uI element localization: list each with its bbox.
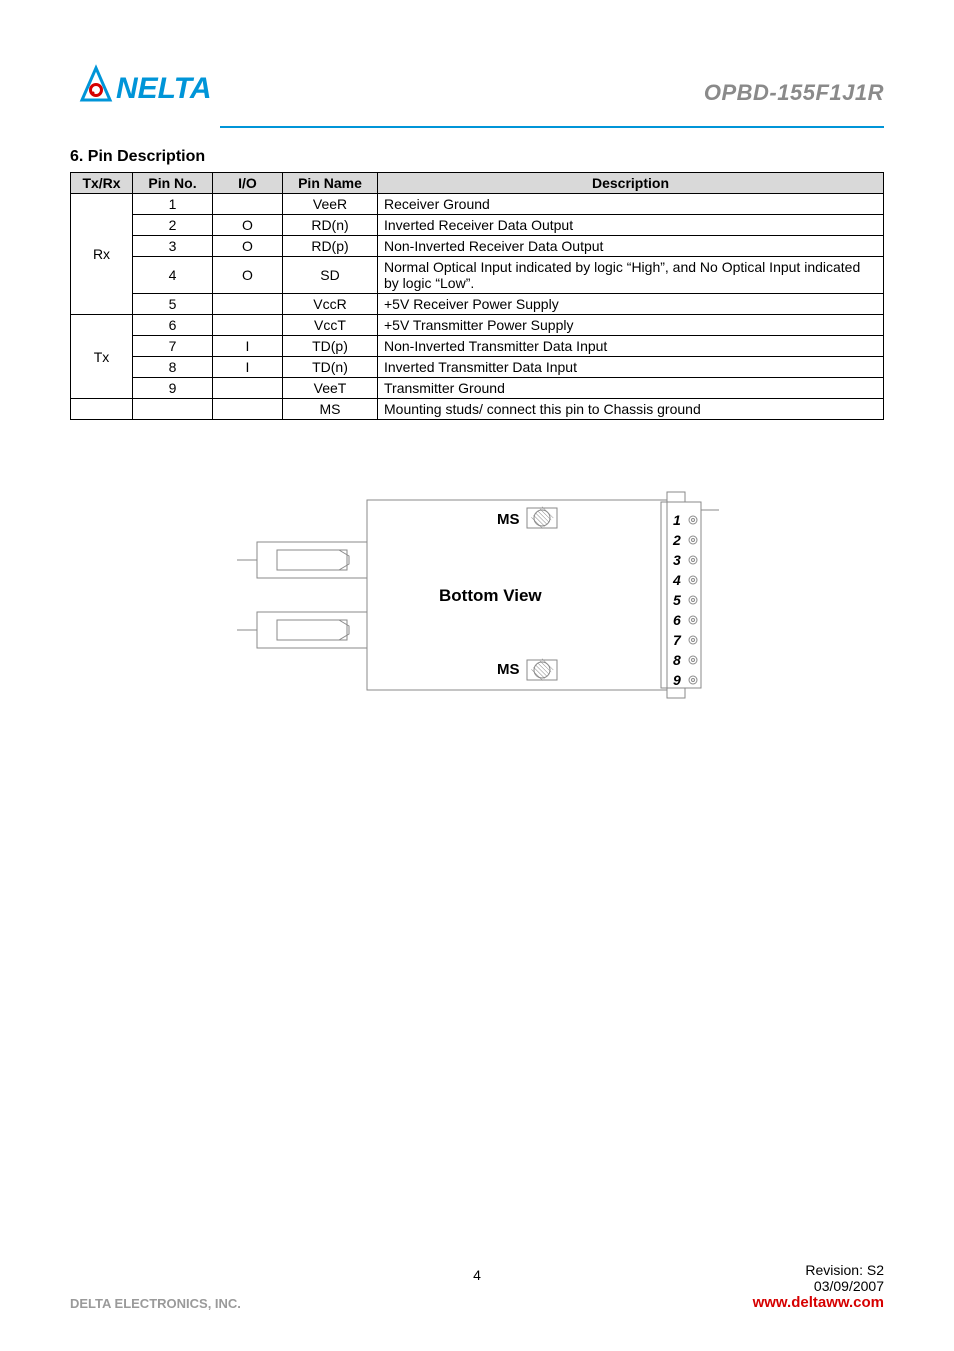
svg-text:MS: MS xyxy=(497,661,520,678)
cell: 4 xyxy=(133,257,213,294)
section-title: 6. Pin Description xyxy=(70,148,884,166)
cell: 7 xyxy=(133,336,213,357)
logo-wordmark: NELTA xyxy=(116,72,212,105)
cell-txrx-rx: Rx xyxy=(71,194,133,315)
table-row: 3 O RD(p) Non-Inverted Receiver Data Out… xyxy=(71,236,884,257)
col-pinno: Pin No. xyxy=(133,173,213,194)
col-description: Description xyxy=(378,173,884,194)
svg-text:1: 1 xyxy=(673,512,681,528)
svg-text:6: 6 xyxy=(673,612,681,628)
cell: 2 xyxy=(133,215,213,236)
cell: I xyxy=(213,357,283,378)
cell: VeeT xyxy=(283,378,378,399)
cell: VccR xyxy=(283,294,378,315)
cell: 8 xyxy=(133,357,213,378)
page-header: NELTA OPBD-155F1J1R xyxy=(70,60,884,108)
svg-text:3: 3 xyxy=(673,552,681,568)
cell: 3 xyxy=(133,236,213,257)
cell: RD(p) xyxy=(283,236,378,257)
cell: O xyxy=(213,215,283,236)
cell xyxy=(213,294,283,315)
cell: Mounting studs/ connect this pin to Chas… xyxy=(378,399,884,420)
col-txrx: Tx/Rx xyxy=(71,173,133,194)
svg-text:8: 8 xyxy=(673,652,681,668)
svg-text:Bottom View: Bottom View xyxy=(439,586,542,605)
cell: O xyxy=(213,257,283,294)
table-row: MS Mounting studs/ connect this pin to C… xyxy=(71,399,884,420)
cell: I xyxy=(213,336,283,357)
cell: +5V Receiver Power Supply xyxy=(378,294,884,315)
svg-text:2: 2 xyxy=(672,532,681,548)
cell: MS xyxy=(283,399,378,420)
cell: SD xyxy=(283,257,378,294)
col-pinname: Pin Name xyxy=(283,173,378,194)
company-name: DELTA ELECTRONICS, INC. xyxy=(70,1296,241,1311)
cell: VeeR xyxy=(283,194,378,215)
cell: TD(p) xyxy=(283,336,378,357)
table-row: 4 O SD Normal Optical Input indicated by… xyxy=(71,257,884,294)
header-divider xyxy=(220,126,884,128)
part-number: OPBD-155F1J1R xyxy=(704,80,884,108)
pin-description-table: Tx/Rx Pin No. I/O Pin Name Description R… xyxy=(70,172,884,420)
brand-logo: NELTA xyxy=(70,60,245,108)
svg-text:5: 5 xyxy=(673,592,681,608)
cell: 6 xyxy=(133,315,213,336)
table-row: 7 I TD(p) Non-Inverted Transmitter Data … xyxy=(71,336,884,357)
table-row: Rx 1 VeeR Receiver Ground xyxy=(71,194,884,215)
cell: TD(n) xyxy=(283,357,378,378)
cell xyxy=(71,399,133,420)
cell: RD(n) xyxy=(283,215,378,236)
cell xyxy=(213,378,283,399)
cell: +5V Transmitter Power Supply xyxy=(378,315,884,336)
website: www.deltaww.com xyxy=(753,1294,884,1311)
cell xyxy=(133,399,213,420)
revision: Revision: S2 xyxy=(753,1262,884,1278)
cell: O xyxy=(213,236,283,257)
table-row: 2 O RD(n) Inverted Receiver Data Output xyxy=(71,215,884,236)
revision-date: 03/09/2007 xyxy=(753,1278,884,1294)
page-number: 4 xyxy=(473,1267,481,1283)
cell xyxy=(213,315,283,336)
cell: VccT xyxy=(283,315,378,336)
cell: Inverted Transmitter Data Input xyxy=(378,357,884,378)
cell: 1 xyxy=(133,194,213,215)
svg-text:MS: MS xyxy=(497,511,520,528)
cell: Transmitter Ground xyxy=(378,378,884,399)
cell: Non-Inverted Receiver Data Output xyxy=(378,236,884,257)
col-io: I/O xyxy=(213,173,283,194)
table-header-row: Tx/Rx Pin No. I/O Pin Name Description xyxy=(71,173,884,194)
table-row: Tx 6 VccT +5V Transmitter Power Supply xyxy=(71,315,884,336)
cell xyxy=(213,399,283,420)
svg-text:7: 7 xyxy=(673,632,682,648)
cell-txrx-tx: Tx xyxy=(71,315,133,399)
cell: Non-Inverted Transmitter Data Input xyxy=(378,336,884,357)
cell xyxy=(213,194,283,215)
cell: Normal Optical Input indicated by logic … xyxy=(378,257,884,294)
cell: Receiver Ground xyxy=(378,194,884,215)
table-row: 8 I TD(n) Inverted Transmitter Data Inpu… xyxy=(71,357,884,378)
cell: 9 xyxy=(133,378,213,399)
cell: Inverted Receiver Data Output xyxy=(378,215,884,236)
svg-text:4: 4 xyxy=(672,572,681,588)
bottom-view-diagram: MS MS Bottom View 1 2 3 4 5 6 7 8 9 xyxy=(70,480,884,720)
page-footer: DELTA ELECTRONICS, INC. 4 Revision: S2 0… xyxy=(70,1262,884,1311)
cell: 5 xyxy=(133,294,213,315)
table-row: 5 VccR +5V Receiver Power Supply xyxy=(71,294,884,315)
svg-text:9: 9 xyxy=(673,672,681,688)
table-row: 9 VeeT Transmitter Ground xyxy=(71,378,884,399)
